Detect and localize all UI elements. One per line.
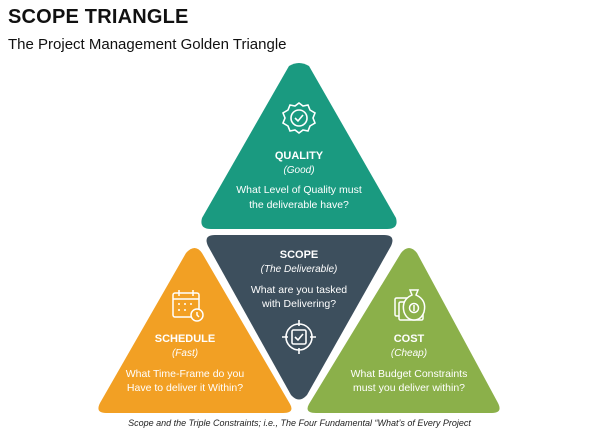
cost-question-line-2: must you deliver within? <box>353 382 465 394</box>
cost-triangle: COST (Cheap) What Budget Constraints mus… <box>307 248 500 413</box>
cost-question-line-1: What Budget Constraints <box>351 368 468 380</box>
scope-heading: SCOPE <box>280 249 319 261</box>
schedule-triangle: SCHEDULE (Fast) What Time-Frame do you H… <box>98 248 292 413</box>
schedule-heading: SCHEDULE <box>155 333 216 345</box>
page-title: SCOPE TRIANGLE <box>8 6 189 28</box>
money-bag-icon <box>394 289 426 321</box>
quality-heading: QUALITY <box>275 150 324 162</box>
quality-triangle-shape <box>201 63 397 229</box>
quality-triangle: QUALITY (Good) What Level of Quality mus… <box>201 63 397 229</box>
quality-question-line-2: the deliverable have? <box>249 199 349 211</box>
schedule-question-line-1: What Time-Frame do you <box>126 368 245 380</box>
cost-triangle-shape <box>307 248 500 413</box>
quality-subheading: (Good) <box>283 165 314 176</box>
page-subtitle: The Project Management Golden Triangle <box>8 36 287 53</box>
schedule-triangle-shape <box>98 248 292 413</box>
schedule-subheading: (Fast) <box>172 348 198 359</box>
quality-badge-icon <box>282 102 316 134</box>
schedule-question-line-2: Have to deliver it Within? <box>127 382 243 394</box>
target-check-icon <box>282 320 316 354</box>
cost-heading: COST <box>394 333 425 345</box>
diagram-caption: Scope and the Triple Constraints; i.e., … <box>128 418 471 428</box>
quality-question-line-1: What Level of Quality must <box>236 184 362 196</box>
scope-subheading: (The Deliverable) <box>261 264 338 275</box>
scope-triangle-shape <box>206 235 393 400</box>
scope-triangle: SCOPE (The Deliverable) What are you tas… <box>206 235 393 400</box>
scope-question-line-2: with Delivering? <box>261 298 336 310</box>
cost-subheading: (Cheap) <box>391 348 427 359</box>
calendar-clock-icon <box>172 290 204 322</box>
scope-question-line-1: What are you tasked <box>251 284 347 296</box>
